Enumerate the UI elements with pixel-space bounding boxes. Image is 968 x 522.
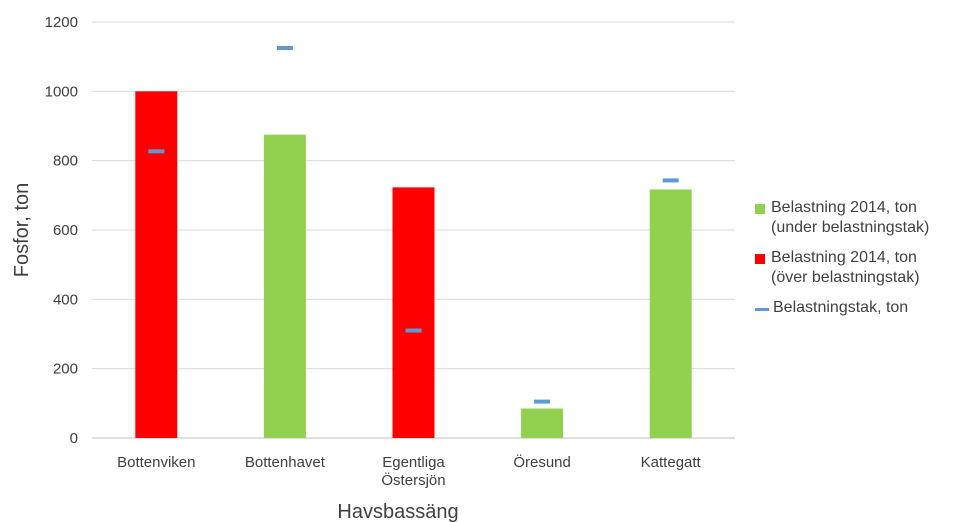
x-tick-label: Kattegatt [641, 454, 702, 471]
bar-series-1 [392, 187, 435, 438]
x-axis-ticks: Bottenviken Bottenhavet Egentliga Östersjön… [117, 453, 701, 489]
legend-label-under: Belastning 2014, ton (under belastningst… [771, 199, 930, 236]
legend-item-under: Belastning 2014, ton (under belastningst… [755, 198, 965, 238]
y-tick-label: 1200 [45, 14, 78, 31]
cap-marker [405, 328, 422, 333]
bar-series-0 [521, 408, 564, 438]
y-tick-label: 400 [53, 291, 78, 308]
x-tick-label: Bottenhavet [245, 454, 326, 471]
legend-swatch-red [755, 254, 765, 264]
x-tick-label: Egentliga Östersjön [381, 454, 445, 489]
y-axis-title: Fosfor, ton [11, 183, 33, 278]
y-tick-label: 1000 [45, 83, 78, 100]
cap-marker [276, 46, 293, 50]
legend-swatch-line [755, 308, 769, 311]
x-axis-title: Havsbassäng [337, 501, 458, 522]
legend-item-cap: Belastningstak, ton [755, 298, 965, 318]
cap-markers [148, 46, 679, 404]
bar-series-1 [135, 91, 178, 438]
legend-item-over: Belastning 2014, ton (över belastningsta… [755, 248, 965, 288]
cap-marker [662, 178, 679, 183]
legend-label-over: Belastning 2014, ton (över belastningsta… [771, 249, 920, 286]
y-tick-label: 600 [53, 222, 78, 239]
y-tick-label: 200 [53, 361, 78, 378]
y-tick-label: 800 [53, 153, 78, 170]
bar-series-0 [263, 134, 306, 438]
x-tick-label: Bottenviken [117, 454, 195, 471]
bar-series-0 [649, 189, 692, 438]
legend-label-cap: Belastningstak, ton [773, 299, 909, 316]
legend: Belastning 2014, ton (under belastningst… [755, 198, 965, 328]
y-axis-ticks: 0 200 400 600 800 1000 1200 [45, 14, 78, 447]
x-tick-label: Öresund [513, 453, 571, 471]
cap-marker [534, 399, 551, 404]
y-tick-label: 0 [70, 430, 78, 447]
bars [135, 91, 692, 438]
legend-swatch-green [755, 204, 765, 214]
cap-marker [148, 149, 165, 154]
